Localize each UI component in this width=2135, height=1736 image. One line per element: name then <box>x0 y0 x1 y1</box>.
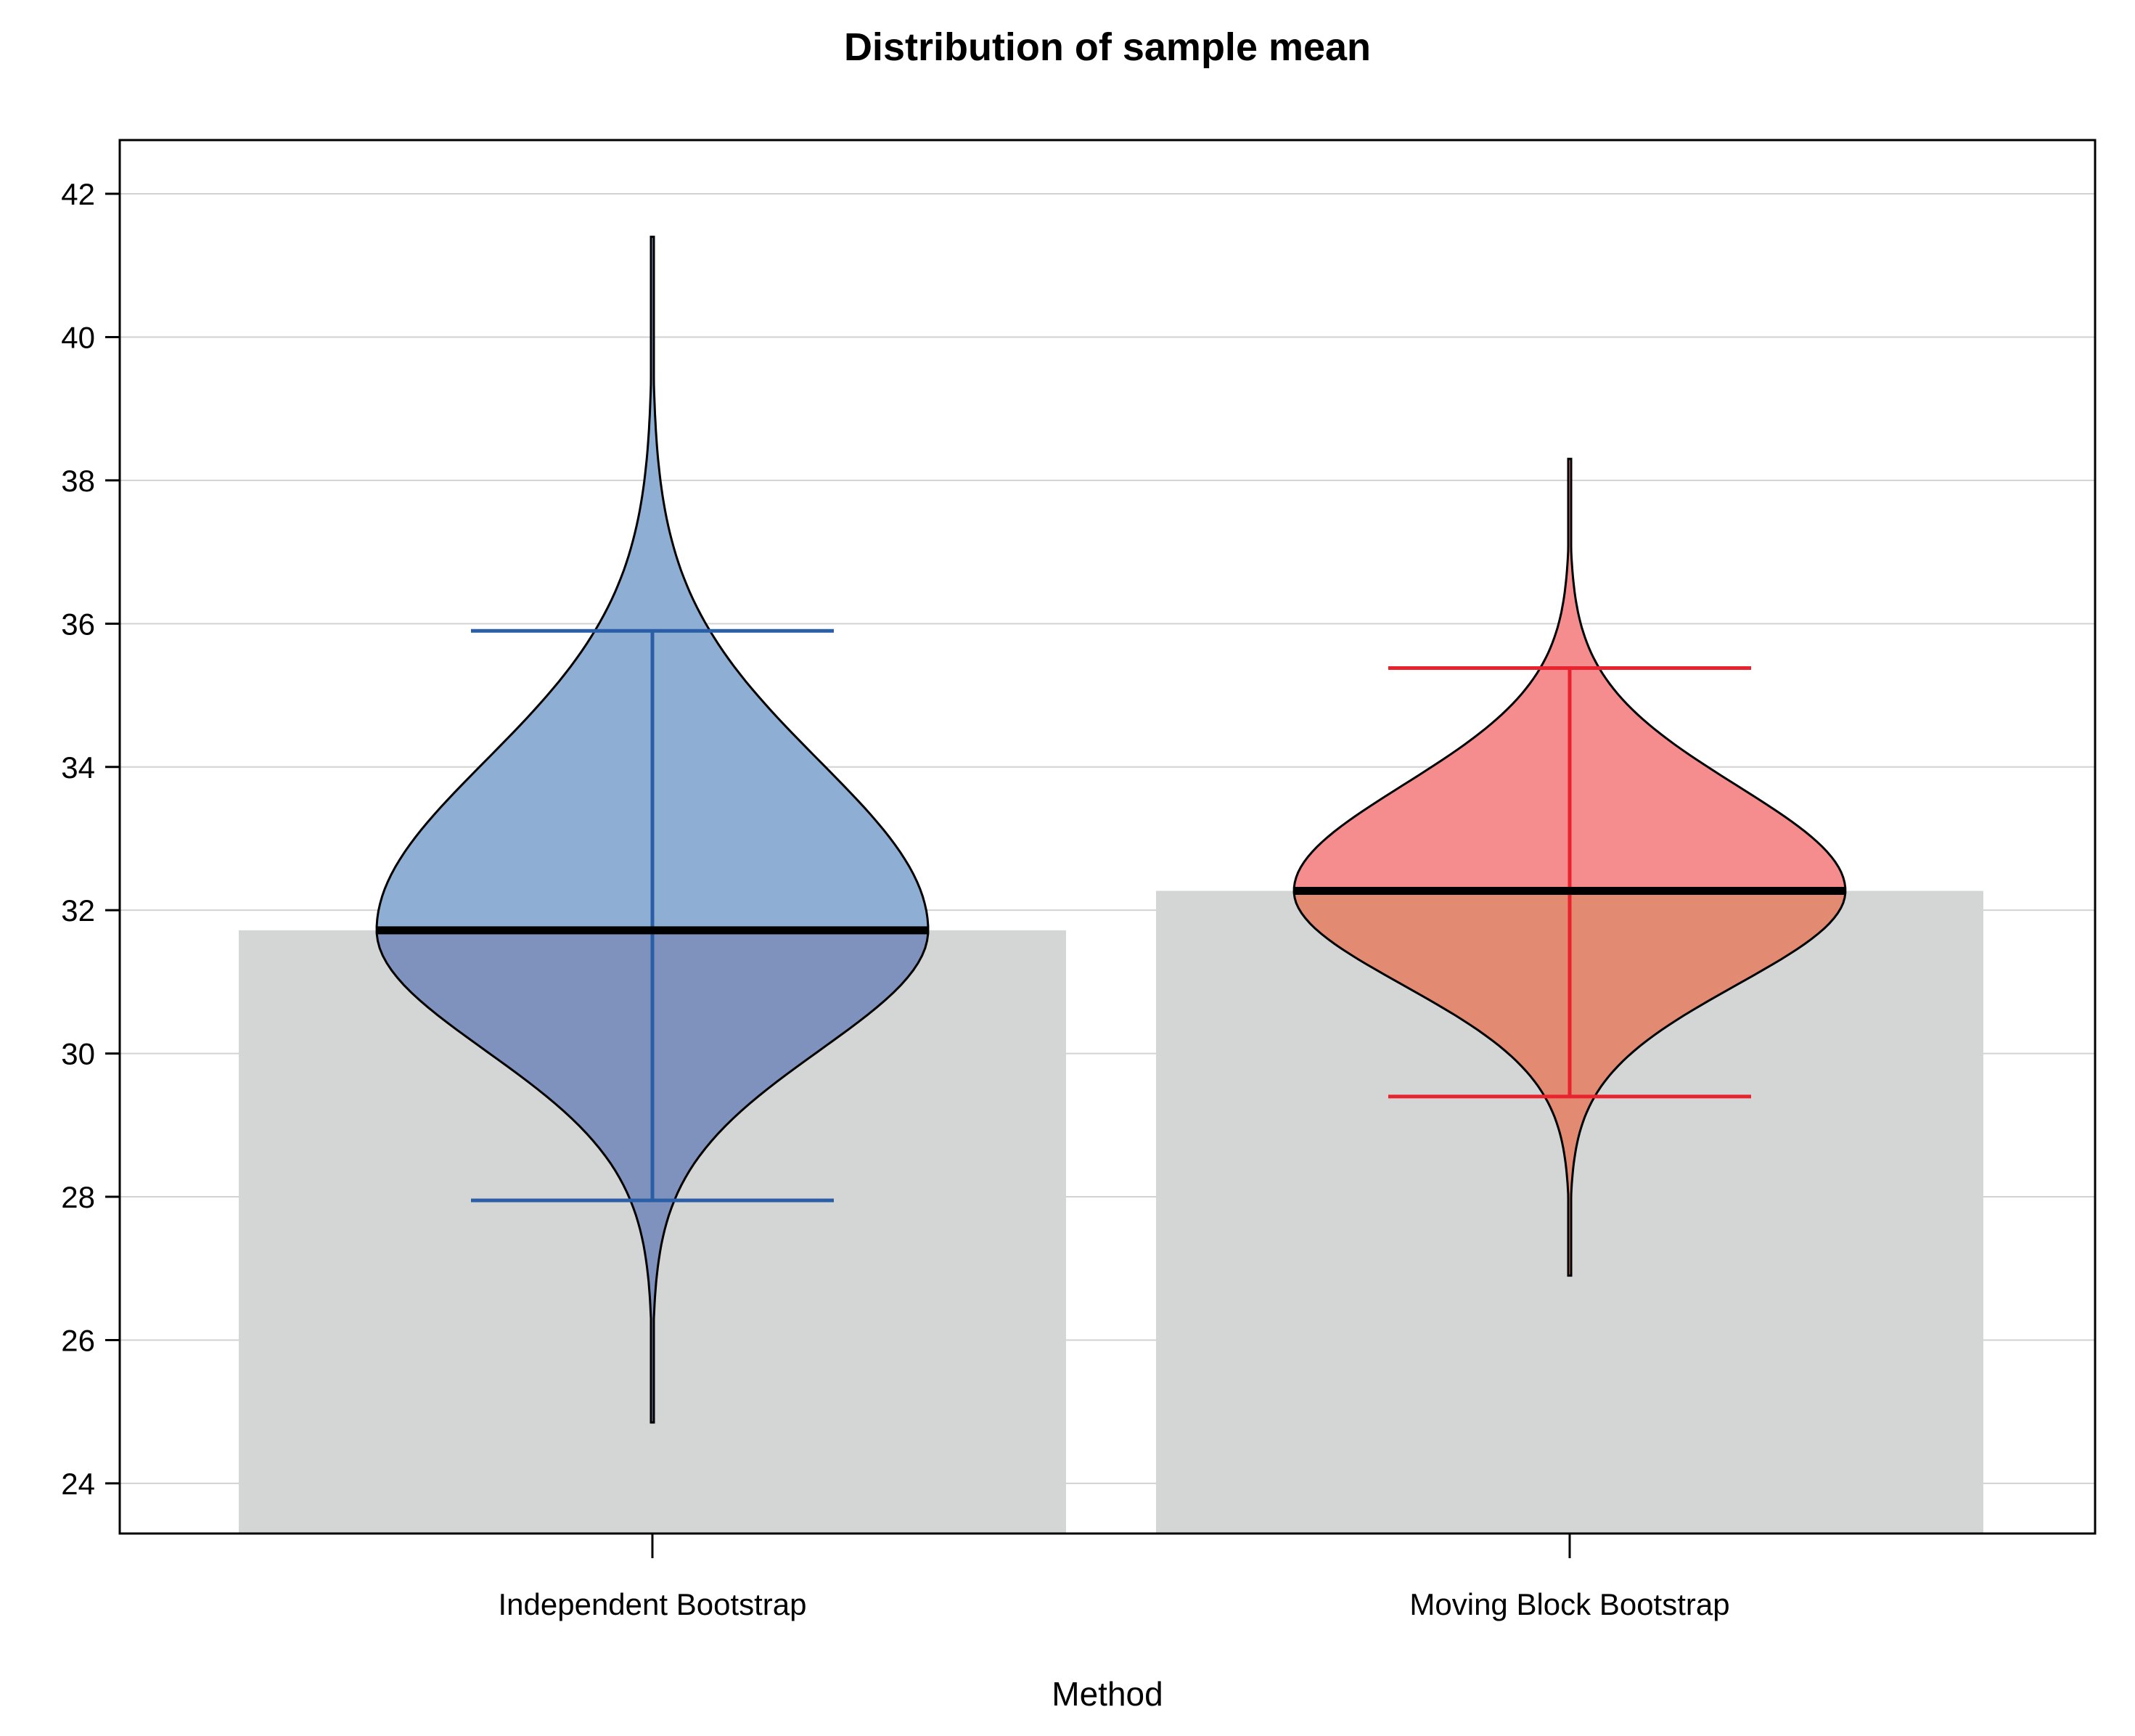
y-tick-label: 30 <box>61 1037 95 1071</box>
violin-outline <box>1292 457 1847 1277</box>
violin-upper-half <box>377 237 928 930</box>
x-tick-label: Moving Block Bootstrap <box>1409 1587 1729 1621</box>
y-tick-label: 32 <box>61 893 95 928</box>
y-tick-label: 40 <box>61 320 95 354</box>
y-tick-label: 24 <box>61 1467 95 1501</box>
y-tick-label: 28 <box>61 1180 95 1214</box>
y-tick-label: 36 <box>61 607 95 641</box>
plot-frame <box>118 139 2097 1535</box>
y-tick-label: 34 <box>61 750 95 785</box>
y-tick-label: 38 <box>61 464 95 498</box>
violin-outline <box>375 235 930 1424</box>
axes: 24 26 28 30 32 34 36 38 40 42 Independent Bootstra… <box>61 177 1729 1621</box>
violins <box>375 235 1847 1424</box>
y-tick-label: 26 <box>61 1323 95 1357</box>
chart-title: Distribution of sample mean <box>844 25 1371 69</box>
y-tick-label: 42 <box>61 177 95 211</box>
x-tick-label: Independent Bootstrap <box>498 1587 806 1621</box>
x-axis-label: Method <box>1052 1675 1163 1713</box>
